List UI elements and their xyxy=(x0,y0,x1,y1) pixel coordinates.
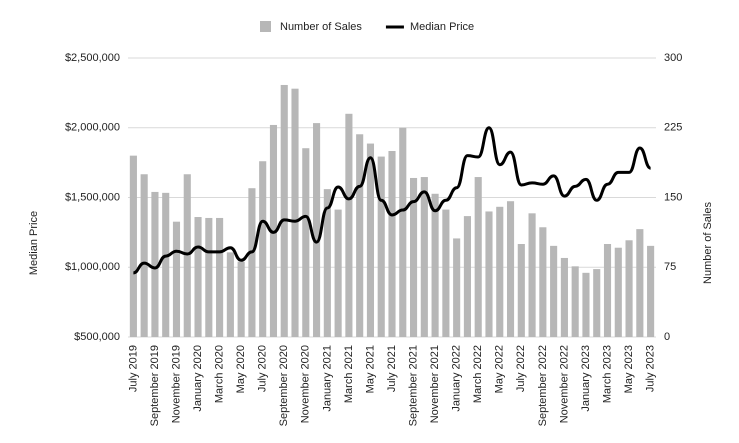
bar xyxy=(409,177,418,337)
bar xyxy=(334,209,342,337)
bar xyxy=(496,206,504,337)
bar xyxy=(474,177,482,337)
x-tick-label: March 2020 xyxy=(213,345,225,403)
bar xyxy=(291,88,299,337)
y-tick-label: $1,000,000 xyxy=(65,261,120,273)
bar xyxy=(571,266,579,337)
y2-tick-label: 0 xyxy=(664,331,670,343)
x-tick-label: November 2020 xyxy=(300,345,312,423)
x-tick-label: May 2023 xyxy=(623,345,635,393)
x-tick-label: January 2021 xyxy=(321,345,333,412)
legend-label: Number of Sales xyxy=(280,21,362,33)
bar xyxy=(237,261,245,337)
line xyxy=(133,126,652,275)
bar xyxy=(539,227,547,337)
y2-tick-label: 150 xyxy=(664,191,682,203)
bar xyxy=(636,229,644,337)
x-tick-label: November 2021 xyxy=(429,345,441,423)
x-tick-label: March 2023 xyxy=(601,345,613,403)
bar xyxy=(550,245,558,337)
y-tick-label: $500,000 xyxy=(74,331,120,343)
bar xyxy=(528,213,536,337)
x-tick-label: November 2022 xyxy=(558,345,570,423)
bar xyxy=(248,188,256,337)
x-tick-label: May 2021 xyxy=(364,345,376,393)
x-tick-label: January 2020 xyxy=(192,345,204,412)
bar xyxy=(463,216,471,337)
x-tick-label: July 2019 xyxy=(127,345,139,392)
bar xyxy=(205,217,213,337)
x-tick-label: September 2021 xyxy=(407,345,419,426)
x-tick-label: July 2022 xyxy=(515,345,527,392)
legend-swatch xyxy=(260,21,271,32)
x-tick-label: March 2022 xyxy=(472,345,484,403)
bar xyxy=(194,217,202,337)
bar xyxy=(302,148,310,337)
bar xyxy=(560,257,568,337)
bar xyxy=(356,134,364,337)
bar xyxy=(388,151,396,337)
x-tick-label: January 2023 xyxy=(580,345,592,412)
x-tick-label: September 2022 xyxy=(537,345,549,426)
bar xyxy=(603,244,612,337)
y-axis-title: Median Price xyxy=(28,211,40,275)
bar xyxy=(517,244,525,337)
bar xyxy=(647,245,655,337)
bar xyxy=(593,269,601,337)
x-tick-label: July 2020 xyxy=(257,345,269,392)
y2-tick-label: 225 xyxy=(664,122,682,134)
y2-axis-title: Number of Sales xyxy=(702,202,714,284)
bar xyxy=(151,191,159,337)
x-tick-label: July 2021 xyxy=(386,345,398,392)
bar xyxy=(506,201,515,337)
y-tick-label: $1,500,000 xyxy=(65,191,120,203)
y2-tick-label: 75 xyxy=(664,261,676,273)
bar xyxy=(162,192,170,337)
bar xyxy=(216,217,224,337)
x-tick-label: May 2022 xyxy=(494,345,506,393)
bar xyxy=(431,193,439,337)
bar xyxy=(453,238,461,337)
x-tick-label: March 2021 xyxy=(343,345,355,403)
bar xyxy=(366,143,375,337)
bar xyxy=(614,247,622,337)
bar xyxy=(625,240,633,337)
x-tick-label: November 2019 xyxy=(170,345,182,423)
bar xyxy=(345,113,353,337)
bar xyxy=(172,221,181,337)
x-tick-label: September 2020 xyxy=(278,345,290,426)
bar xyxy=(485,211,493,337)
x-tick-label: September 2019 xyxy=(149,345,161,426)
legend-label: Median Price xyxy=(410,21,474,33)
bar xyxy=(442,209,450,337)
x-tick-label: January 2022 xyxy=(451,345,463,412)
bar xyxy=(226,252,234,337)
y-tick-label: $2,500,000 xyxy=(65,52,120,64)
bar xyxy=(183,174,191,337)
bar xyxy=(129,155,137,337)
x-tick-label: May 2020 xyxy=(235,345,247,393)
bar xyxy=(377,156,385,337)
bar xyxy=(323,189,331,337)
bar xyxy=(313,123,321,337)
bar xyxy=(140,174,148,337)
bar xyxy=(420,177,428,337)
bar xyxy=(280,84,288,337)
bar xyxy=(582,272,590,337)
y-tick-label: $2,000,000 xyxy=(65,122,120,134)
bar xyxy=(259,161,267,337)
y2-tick-label: 300 xyxy=(664,52,682,64)
bar xyxy=(399,127,407,337)
x-tick-label: July 2023 xyxy=(645,345,657,392)
